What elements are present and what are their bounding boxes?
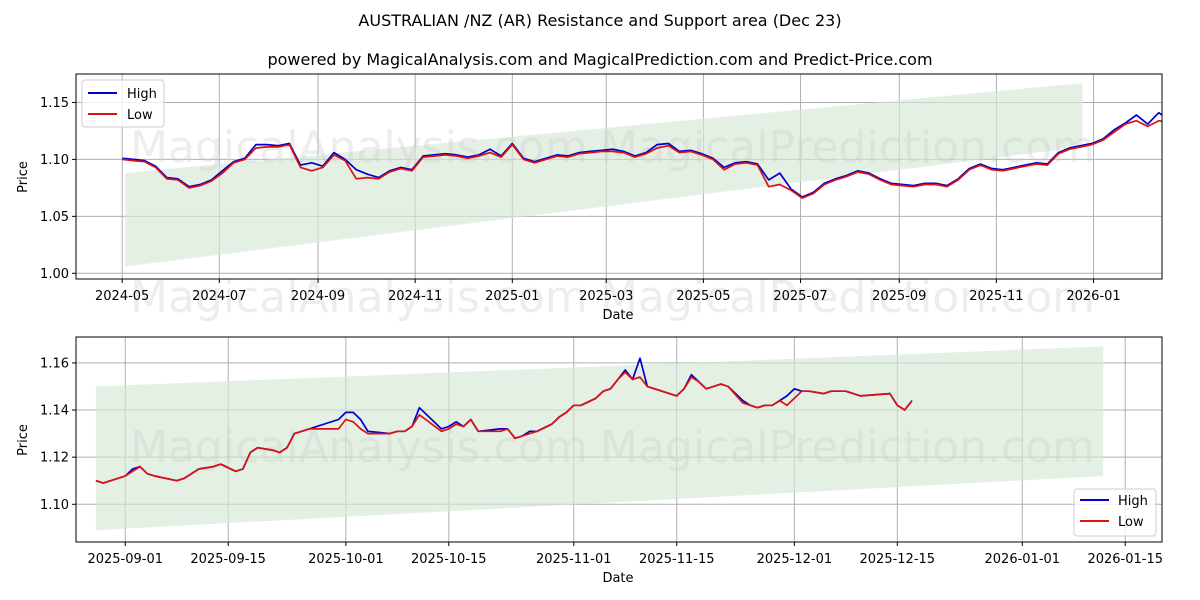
x-axis-label: Date — [602, 308, 633, 323]
x-tick-label: 2026-01-01 — [985, 552, 1061, 567]
axis-ticks: 1.00 1.05 1.10 1.15 2024-05 2024-07 2024-09 202… — [40, 96, 1121, 304]
price-lines — [95, 357, 913, 484]
top-chart: MagicalAnalysis.com MagicalPrediction.co… — [16, 73, 1163, 323]
y-tick-label: 1.12 — [40, 451, 69, 466]
x-tick-label: 2025-11 — [969, 289, 1023, 304]
x-tick-label: 2025-10-01 — [308, 552, 384, 567]
y-tick-label: 1.14 — [40, 404, 69, 419]
watermark-text: MagicalPrediction.com — [600, 272, 1095, 323]
legend-high-label: High — [127, 87, 157, 102]
chart-subtitle: powered by MagicalAnalysis.com and Magic… — [267, 50, 933, 69]
watermark-text: MagicalAnalysis.com — [130, 272, 588, 323]
plot-frame — [75, 336, 1163, 543]
x-tick-label: 2024-11 — [388, 289, 442, 304]
y-tick-label: 1.05 — [40, 210, 69, 225]
support-resistance-band — [125, 83, 1083, 267]
legend-low-label: Low — [1118, 515, 1144, 530]
price-lines — [122, 111, 1162, 199]
y-tick-label: 1.00 — [40, 267, 69, 282]
watermark-text: MagicalPrediction.com — [600, 422, 1095, 473]
legend: High Low — [1073, 488, 1157, 537]
x-tick-label: 2025-11-15 — [639, 552, 715, 567]
x-tick-label: 2025-09-01 — [87, 552, 163, 567]
high-series-line — [122, 111, 1162, 198]
y-tick-label: 1.16 — [40, 356, 69, 371]
y-axis-label: Price — [16, 424, 31, 456]
y-tick-label: 1.15 — [40, 96, 69, 111]
bottom-chart: MagicalAnalysis.com MagicalPrediction.co… — [16, 336, 1163, 586]
x-tick-label: 2025-12-15 — [860, 552, 936, 567]
axis-ticks: 1.10 1.12 1.14 1.16 2025-09-01 2025-09-15 2025… — [40, 356, 1163, 567]
watermark-text: MagicalAnalysis.com — [130, 422, 588, 473]
x-tick-label: 2025-11-01 — [536, 552, 612, 567]
legend: High Low — [81, 79, 165, 128]
y-axis-label: Price — [16, 161, 31, 193]
x-tick-label: 2025-12-01 — [757, 552, 833, 567]
x-tick-label: 2025-10-15 — [411, 552, 487, 567]
watermark-text: MagicalAnalysis.com — [130, 122, 588, 173]
x-tick-label: 2025-09 — [872, 289, 926, 304]
chart-title: AUSTRALIAN /NZ (AR) Resistance and Suppo… — [358, 11, 842, 30]
legend-low-label: Low — [127, 108, 153, 123]
x-tick-label: 2026-01 — [1066, 289, 1120, 304]
low-series-line — [122, 119, 1162, 199]
low-series-line — [95, 371, 913, 484]
x-tick-label: 2025-05 — [676, 289, 730, 304]
x-tick-label: 2024-09 — [291, 289, 345, 304]
y-tick-label: 1.10 — [40, 153, 69, 168]
x-tick-label: 2025-07 — [773, 289, 827, 304]
x-tick-label: 2025-09-15 — [190, 552, 266, 567]
x-tick-label: 2024-05 — [95, 289, 149, 304]
x-tick-label: 2024-07 — [192, 289, 246, 304]
y-tick-label: 1.10 — [40, 498, 69, 513]
watermark-text: MagicalPrediction.com — [600, 122, 1095, 173]
legend-high-label: High — [1118, 494, 1148, 509]
x-tick-label: 2025-01 — [485, 289, 539, 304]
plot-frame — [75, 73, 1163, 280]
x-axis-label: Date — [602, 571, 633, 586]
x-tick-label: 2026-01-15 — [1087, 552, 1163, 567]
x-tick-label: 2025-03 — [579, 289, 633, 304]
